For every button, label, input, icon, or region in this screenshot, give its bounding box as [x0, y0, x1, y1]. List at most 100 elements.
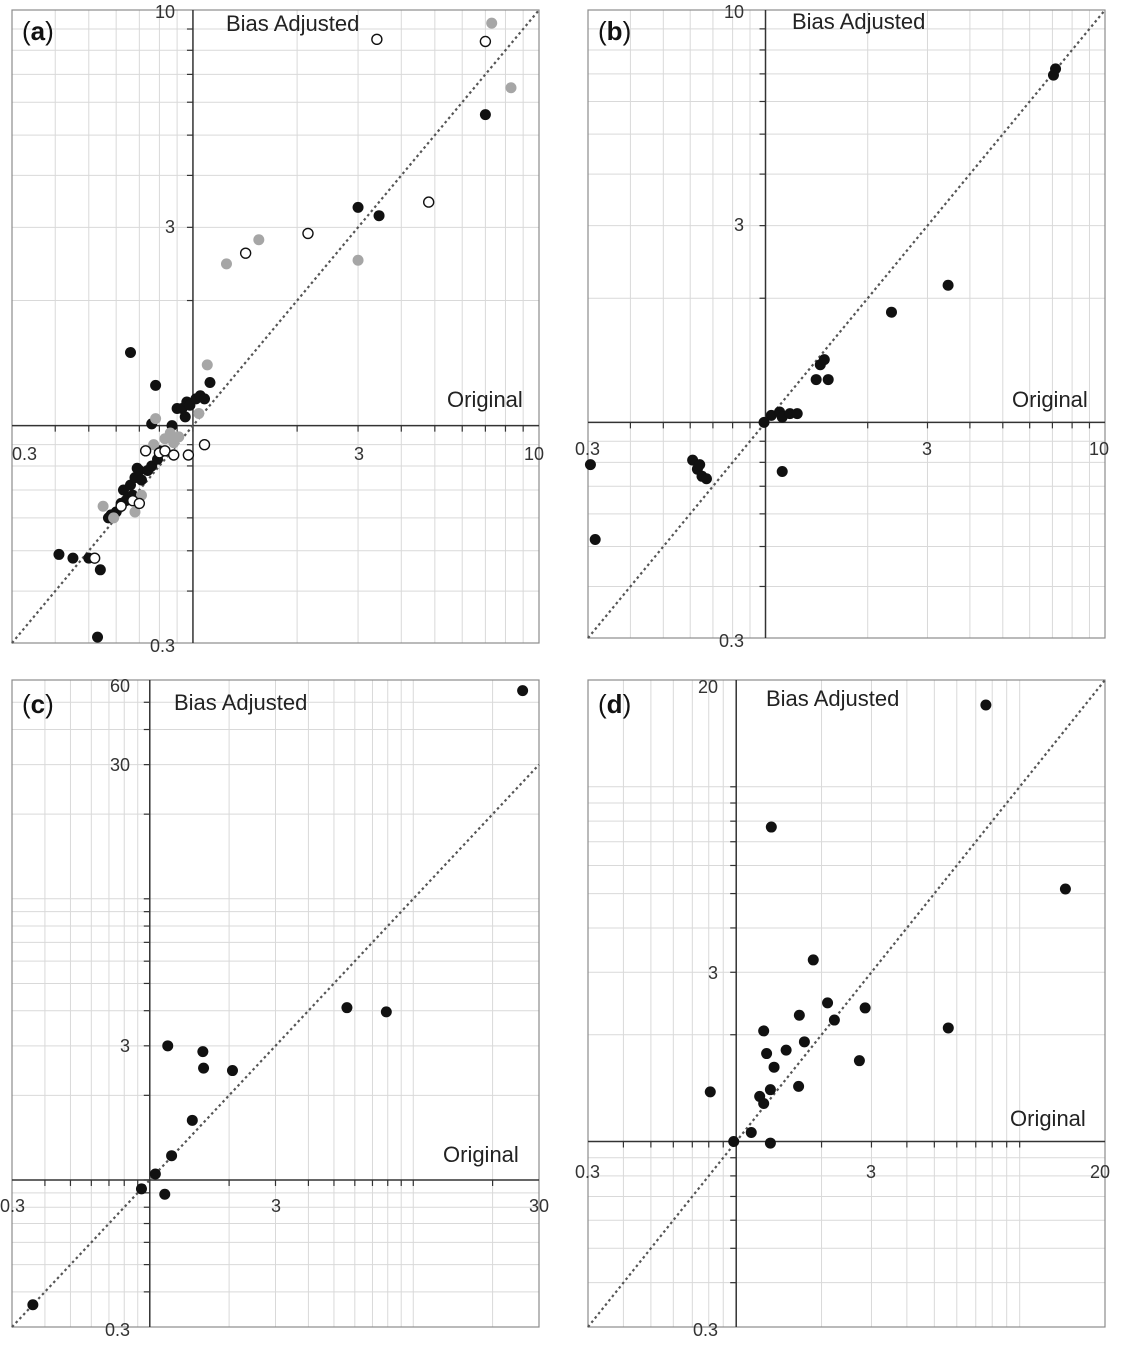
x-axis-label: Original	[447, 387, 523, 412]
data-point-black	[780, 1044, 792, 1056]
data-point-gray	[129, 506, 141, 518]
data-point-gray	[150, 413, 162, 425]
data-point-open	[139, 445, 152, 457]
y-tick-label: 3	[165, 217, 175, 237]
reference-line-y-equals-x	[11, 763, 540, 1328]
data-point-open	[88, 552, 101, 564]
y-tick-label: 3	[120, 1036, 130, 1056]
data-point-gray	[220, 258, 232, 270]
y-tick-label: 0.3	[150, 636, 175, 656]
y-tick-label: 10	[724, 2, 744, 22]
data-point-gray	[108, 512, 120, 524]
data-point-black	[94, 564, 106, 576]
data-point-black	[694, 459, 706, 471]
data-point-black	[92, 631, 104, 643]
data-point-black	[197, 1046, 209, 1058]
data-point-black	[149, 1168, 161, 1180]
data-point-black	[133, 465, 145, 477]
panel-title: Bias Adjusted	[226, 11, 359, 36]
y-tick-label: 20	[698, 677, 718, 697]
y-tick-label: 0.3	[693, 1320, 718, 1340]
data-point-black	[853, 1055, 865, 1067]
chart-panel-d: 0.3 3 20 0.3 3 20 (d) Bias Adjusted Original	[575, 677, 1110, 1340]
data-point-gray	[352, 254, 364, 266]
x-axis-label: Original	[1012, 387, 1088, 412]
x-tick-label: 0.3	[0, 1196, 25, 1216]
data-point-black	[793, 1009, 805, 1021]
x-tick-label: 3	[271, 1196, 281, 1216]
x-tick-label: 3	[866, 1162, 876, 1182]
panel-letter: (c)	[22, 689, 54, 719]
data-point-open	[198, 438, 211, 451]
data-point-open	[422, 196, 435, 208]
data-point-black	[380, 1006, 392, 1018]
y-tick-label: 30	[110, 755, 130, 775]
reference-line-y-equals-x	[11, 9, 540, 644]
x-tick-label: 20	[1090, 1162, 1110, 1182]
chart-panel-c: 0.3 3 30 0.3 3 30 60 (c) Bias Adjusted Original	[0, 676, 549, 1340]
x-tick-label: 0.3	[575, 1162, 600, 1182]
reference-line-y-equals-x	[587, 679, 1106, 1328]
x-tick-label: 10	[524, 444, 544, 464]
y-tick-label: 60	[110, 676, 130, 696]
data-point-black	[584, 459, 596, 471]
data-point-open	[302, 227, 314, 240]
data-point-black	[822, 997, 834, 1009]
data-point-black	[179, 411, 191, 423]
data-point-black	[980, 699, 992, 711]
data-point-open	[133, 497, 146, 510]
data-point-gray	[164, 427, 176, 439]
x-tick-label: 10	[1089, 439, 1109, 459]
x-tick-label: 3	[922, 439, 932, 459]
y-tick-label: 0.3	[105, 1320, 130, 1340]
data-point-black	[885, 306, 897, 318]
data-point-black	[818, 354, 830, 366]
data-point-black	[162, 1040, 174, 1052]
data-point-gray	[193, 407, 205, 419]
data-point-black	[758, 1025, 770, 1037]
panel-title: Bias Adjusted	[766, 686, 899, 711]
data-point-black	[589, 533, 601, 545]
data-point-black	[765, 409, 777, 421]
data-point-black	[822, 374, 834, 386]
panel-title: Bias Adjusted	[792, 9, 925, 34]
data-point-black	[942, 279, 954, 291]
data-point-black	[761, 1048, 773, 1060]
panel-title: Bias Adjusted	[174, 690, 307, 715]
data-point-black	[810, 374, 822, 386]
x-tick-label: 0.3	[12, 444, 37, 464]
data-point-black	[198, 1062, 210, 1074]
data-point-black	[859, 1002, 871, 1014]
data-point-gray	[173, 431, 185, 443]
data-point-open	[371, 33, 383, 46]
data-point-black	[67, 552, 79, 564]
data-point-black	[199, 393, 211, 405]
data-point-black	[700, 473, 712, 485]
y-tick-label: 3	[734, 215, 744, 235]
data-point-black	[728, 1136, 740, 1148]
data-point-gray	[97, 500, 109, 512]
data-point-open	[479, 35, 492, 48]
data-point-black	[341, 1002, 353, 1014]
y-tick-label: 3	[708, 963, 718, 983]
reference-line-y-equals-x	[587, 9, 1106, 639]
plot-frame	[11, 679, 540, 1328]
plot-frame	[587, 9, 1106, 639]
data-point-black	[793, 1080, 805, 1092]
data-point-black	[135, 474, 147, 486]
chart-panel-a: 0.3 3 10 0.3 3 10 (a) Bias Adjusted Original	[11, 2, 544, 656]
data-point-black	[166, 1150, 178, 1162]
panel-letter: (d)	[598, 689, 631, 719]
data-point-black	[204, 377, 216, 389]
data-point-black	[768, 1061, 780, 1073]
data-point-gray	[486, 17, 498, 29]
data-point-open	[239, 247, 252, 259]
data-point-black	[942, 1022, 954, 1034]
data-point-open	[115, 500, 127, 512]
data-point-black	[776, 466, 788, 478]
panel-letter: (a)	[22, 16, 54, 46]
data-point-black	[828, 1014, 840, 1026]
data-point-black	[765, 821, 777, 833]
data-point-black	[791, 408, 803, 420]
data-point-open	[168, 449, 180, 461]
